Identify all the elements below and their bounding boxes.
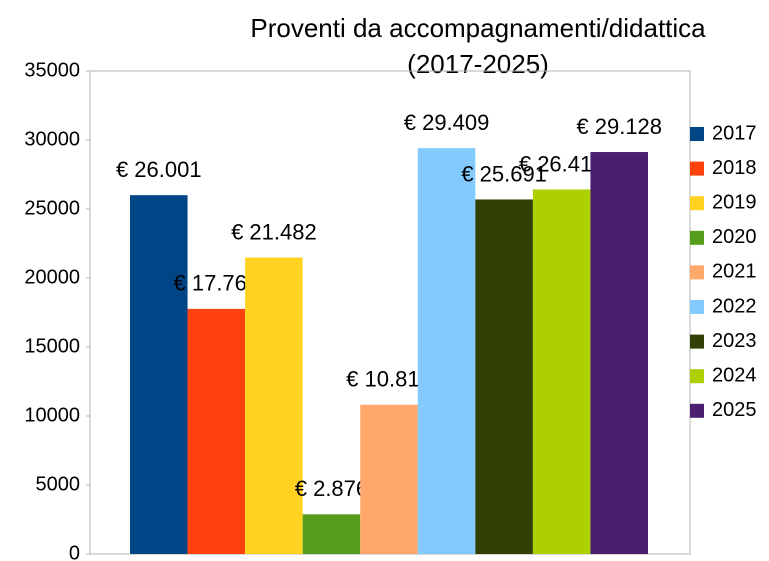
legend-swatch <box>690 403 704 418</box>
y-tick-label: 25000 <box>24 197 80 219</box>
legend-swatch <box>690 369 704 384</box>
bar <box>532 189 591 554</box>
data-label: € 29.128 <box>576 114 662 139</box>
y-tick-label: 30000 <box>24 128 80 150</box>
legend-label: 2021 <box>712 261 757 283</box>
legend-swatch <box>690 196 704 211</box>
bar <box>417 148 476 554</box>
legend-swatch <box>690 300 704 314</box>
chart-title: Proventi da accompagnamenti/didattica <box>250 13 706 43</box>
data-label: € 26.415 <box>519 151 605 176</box>
legend-label: 2019 <box>712 191 757 213</box>
legend-swatch <box>690 127 704 141</box>
data-label: € 21.482 <box>231 219 317 244</box>
y-tick-label: 20000 <box>24 266 80 288</box>
bar <box>590 152 648 554</box>
legend-label: 2018 <box>712 157 757 179</box>
bar <box>245 257 303 554</box>
legend-label: 2025 <box>712 399 757 421</box>
bar <box>187 308 246 554</box>
bar <box>360 404 418 554</box>
bar <box>130 195 188 554</box>
legend-label: 2023 <box>712 330 757 352</box>
data-label: € 26.001 <box>116 157 202 182</box>
data-label: € 10.816 <box>346 367 432 392</box>
legend-swatch <box>690 230 704 245</box>
y-tick-label: 0 <box>69 542 80 561</box>
legend-label: 2020 <box>712 226 757 248</box>
legend-label: 2024 <box>712 364 757 386</box>
data-label: € 25.691 <box>461 161 547 186</box>
bar <box>475 199 533 554</box>
y-tick-label: 15000 <box>24 335 80 357</box>
y-tick-label: 35000 <box>24 59 80 81</box>
legend-swatch <box>690 265 704 280</box>
data-label: € 2.876 <box>295 476 368 501</box>
chart-title: (2017-2025) <box>407 49 549 79</box>
bar <box>302 514 361 554</box>
legend-label: 2017 <box>712 122 757 144</box>
data-label: € 29.409 <box>404 110 490 135</box>
y-tick-label: 5000 <box>36 473 81 495</box>
legend-swatch <box>690 334 704 349</box>
legend-label: 2022 <box>712 295 757 317</box>
legend-swatch <box>690 161 704 176</box>
y-tick-label: 10000 <box>24 404 80 426</box>
data-label: € 17.762 <box>174 271 260 296</box>
